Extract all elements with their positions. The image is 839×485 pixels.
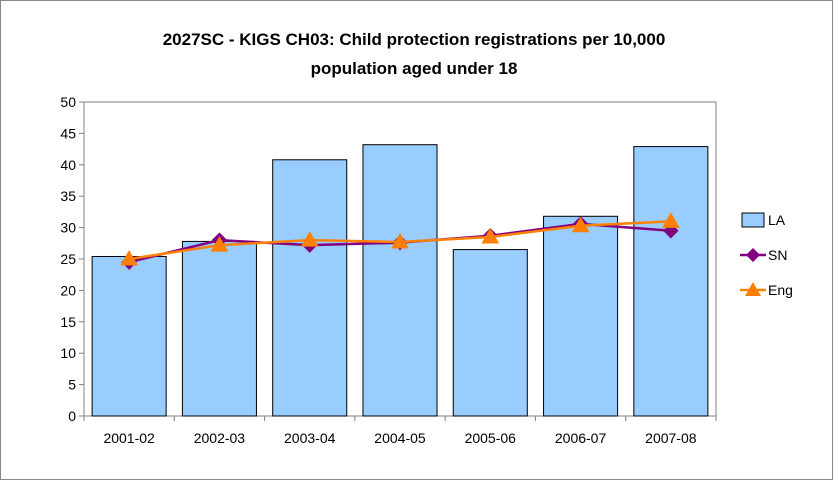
x-tick-label: 2004-05 [374, 430, 426, 446]
point-eng-2007-08 [661, 212, 680, 228]
y-tick-label: 45 [60, 125, 76, 141]
y-tick-label: 30 [60, 220, 76, 236]
bar-la-2005-06 [452, 249, 528, 417]
y-tick-label: 35 [60, 188, 76, 204]
legend-label-la: LA [768, 212, 786, 228]
y-tick-label: 50 [60, 94, 76, 110]
y-tick-label: 10 [60, 345, 76, 361]
y-tick-label: 15 [60, 314, 76, 330]
x-tick-label: 2001-02 [103, 430, 155, 446]
point-eng-2002-03 [210, 236, 229, 252]
chart-title-line-1: 2027SC - KIGS CH03: Child protection reg… [163, 30, 666, 49]
x-tick-label: 2003-04 [284, 430, 336, 446]
legend-label-eng: Eng [768, 282, 793, 298]
point-eng-2006-07 [571, 216, 590, 233]
bar-la-2006-07 [543, 215, 619, 417]
legend-label-sn: SN [768, 247, 787, 263]
legend-marker-eng [745, 282, 761, 296]
bar-la-2003-04 [272, 159, 348, 417]
y-tick-label: 20 [60, 282, 76, 298]
bar-la-2002-03 [181, 240, 257, 417]
line-series [120, 212, 680, 270]
y-axis: 0 5 10 15 20 25 30 35 40 45 50 [60, 94, 84, 424]
y-tick-label: 40 [60, 157, 76, 173]
legend: LA SN Eng [740, 212, 793, 298]
y-tick-label: 0 [68, 408, 76, 424]
x-axis: 2001-02 2002-03 2003-04 2004-05 2005-06 2006-… [83, 416, 717, 446]
legend-marker-sn [746, 248, 760, 262]
point-eng-2005-06 [481, 228, 500, 244]
x-tick-label: 2002-03 [194, 430, 246, 446]
point-eng-2003-04 [300, 231, 319, 247]
bar-la-2007-08 [633, 146, 709, 417]
x-tick-label: 2007-08 [645, 430, 697, 446]
legend-swatch-la [741, 212, 765, 228]
y-tick-label: 25 [60, 251, 76, 267]
chart-title-line-2: population aged under 18 [311, 59, 518, 78]
point-eng-2001-02 [120, 249, 139, 266]
point-eng-2004-05 [391, 233, 409, 249]
bar-la-2001-02 [91, 255, 167, 417]
x-tick-label: 2005-06 [465, 430, 517, 446]
bar-series [91, 144, 709, 417]
bar-la-2004-05 [362, 144, 438, 417]
x-tick-label: 2006-07 [555, 430, 607, 446]
y-tick-label: 5 [68, 377, 76, 393]
